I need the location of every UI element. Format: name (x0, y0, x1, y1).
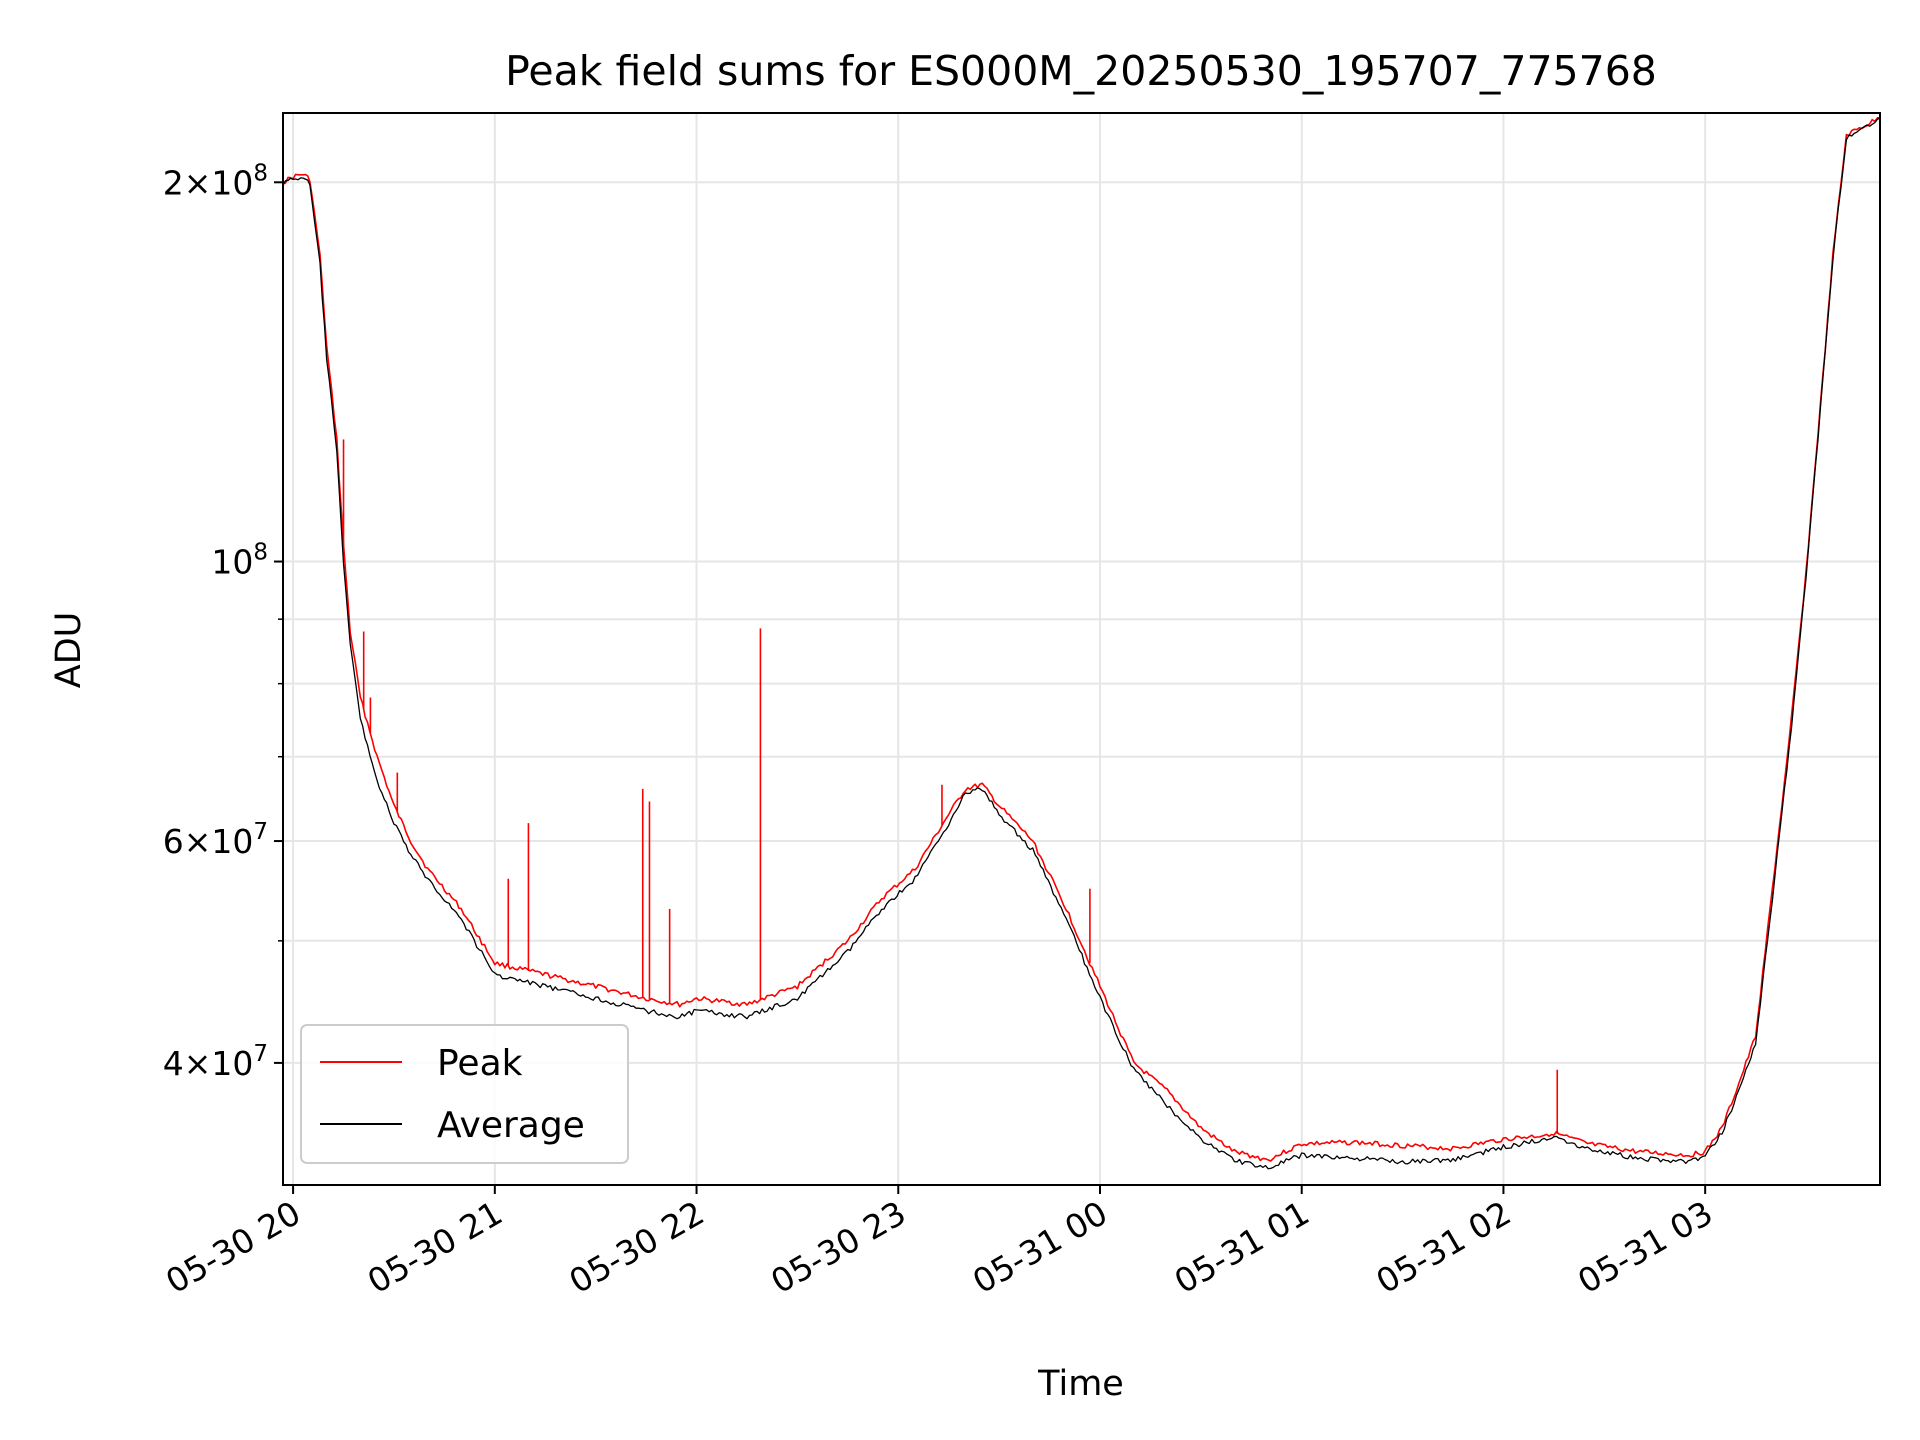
y-tick-exponent: 7 (253, 819, 268, 845)
y-tick-base: 10 (211, 543, 253, 582)
y-tick-label: 6×107 (163, 819, 268, 861)
y-tick-mantissa: 2 (163, 163, 184, 202)
y-tick-times: × (184, 822, 212, 861)
y-tick-mantissa: 6 (163, 822, 184, 861)
y-tick-label: 108 (211, 540, 268, 582)
legend-label-average: Average (437, 1105, 585, 1146)
y-tick-base: 10 (211, 1044, 253, 1083)
chart-title: Peak field sums for ES000M_20250530_1957… (505, 47, 1657, 95)
y-tick-exponent: 8 (253, 540, 268, 566)
series-line-peak (282, 117, 1880, 1162)
plot-frame (282, 112, 1881, 1186)
legend: Peak Average (300, 1024, 629, 1164)
y-tick-exponent: 8 (253, 160, 268, 186)
x-axis-label: Time (1037, 1364, 1124, 1404)
series-layer (282, 117, 1881, 1170)
y-tick-base: 10 (211, 822, 253, 861)
y-tick-base: 10 (211, 163, 253, 202)
legend-label-peak: Peak (437, 1043, 523, 1084)
y-tick-label: 2×108 (163, 160, 268, 202)
y-tick-mantissa: 4 (163, 1044, 184, 1083)
y-tick-label: 4×107 (163, 1041, 268, 1083)
legend-box (300, 1024, 629, 1164)
y-tick-times: × (184, 1044, 212, 1083)
y-tick-times: × (184, 163, 212, 202)
series-line-average (282, 117, 1881, 1170)
y-tick-exponent: 7 (253, 1041, 268, 1067)
y-axis-label: ADU (49, 612, 89, 689)
